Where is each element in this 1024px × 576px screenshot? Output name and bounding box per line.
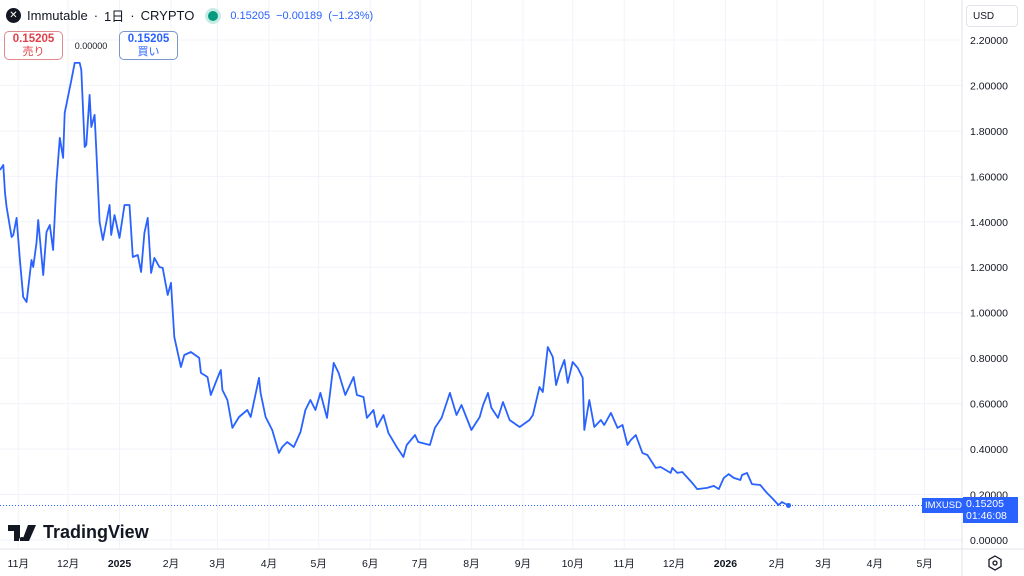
price-tick: 2.00000 [970, 80, 1008, 92]
tradingview-logo-icon [8, 524, 36, 541]
sell-label: 売り [22, 46, 45, 58]
price-change: −0.00189 [276, 9, 323, 22]
tradingview-logo[interactable]: TradingView [8, 522, 149, 543]
price-tick: 1.80000 [970, 126, 1008, 138]
buy-price: 0.15205 [127, 33, 170, 45]
price-tick: 1.00000 [970, 308, 1008, 320]
last-price-value: 0.15205 [966, 498, 1004, 510]
last-price: 0.15205 [230, 9, 271, 22]
brand-name: TradingView [43, 522, 149, 542]
price-tick: 1.40000 [970, 217, 1008, 229]
time-tick: 5月 [916, 558, 932, 570]
trade-panel: 0.15205 売り 0.00000 0.15205 買い [4, 31, 178, 60]
price-tick: 0.00000 [970, 535, 1008, 547]
settings-icon[interactable] [986, 554, 1004, 572]
buy-label: 買い [137, 46, 160, 58]
immutable-logo-icon: ✕ [6, 8, 21, 23]
time-tick: 3月 [815, 558, 831, 570]
time-tick: 2025 [108, 558, 132, 570]
symbol-label: IMXUSD [922, 498, 965, 513]
time-axis[interactable]: 11月 12月 2025 2月 3月 4月 5月 6月 7月 8月 9月 10月 11月 12月 2026 2… [8, 558, 933, 570]
market-status-icon[interactable] [208, 10, 219, 21]
time-tick: 11月 [613, 558, 634, 570]
sell-price: 0.15205 [12, 33, 55, 45]
time-tick: 9月 [515, 558, 531, 570]
price-tick: 0.40000 [970, 444, 1008, 456]
time-tick: 2月 [163, 558, 179, 570]
time-tick: 7月 [412, 558, 428, 570]
price-tick: 1.60000 [970, 171, 1008, 183]
time-tick: 10月 [562, 558, 584, 570]
price-line [0, 62, 789, 507]
time-tick: 2026 [714, 558, 738, 570]
time-tick: 12月 [57, 558, 79, 570]
time-tick: 12月 [663, 558, 685, 570]
time-tick: 6月 [362, 558, 378, 570]
chart-header: ✕ Immutable · 1日 · CRYPTO 0.15205 −0.001… [6, 6, 373, 25]
price-change-pct: (−1.23%) [328, 9, 374, 22]
interval[interactable]: 1日 [104, 9, 125, 24]
spread: 0.00000 [74, 40, 108, 51]
price-tick: 0.60000 [970, 399, 1008, 411]
time-tick: 2月 [769, 558, 785, 570]
grid [0, 0, 962, 549]
exchange: CRYPTO [140, 8, 195, 23]
separator: · [93, 8, 99, 23]
price-tick: 1.20000 [970, 262, 1008, 274]
buy-button[interactable]: 0.15205 買い [119, 31, 178, 60]
last-price-label: 0.15205 01:46:08 [963, 497, 1018, 523]
bar-countdown: 01:46:08 [966, 510, 1007, 522]
time-tick: 3月 [209, 558, 225, 570]
time-tick: 5月 [311, 558, 327, 570]
time-tick: 11月 [8, 558, 29, 570]
time-tick: 4月 [867, 558, 883, 570]
price-tick: 0.80000 [970, 353, 1008, 365]
time-tick: 4月 [261, 558, 277, 570]
time-tick: 8月 [463, 558, 479, 570]
symbol-name[interactable]: Immutable [27, 8, 88, 23]
currency-select[interactable]: USD [966, 5, 1018, 27]
sell-button[interactable]: 0.15205 売り [4, 31, 63, 60]
last-price-dot [786, 502, 791, 508]
price-axis[interactable]: 0.000000.200000.400000.600000.800001.000… [970, 35, 1008, 547]
separator: · [130, 8, 135, 23]
price-tick: 2.20000 [970, 35, 1008, 47]
